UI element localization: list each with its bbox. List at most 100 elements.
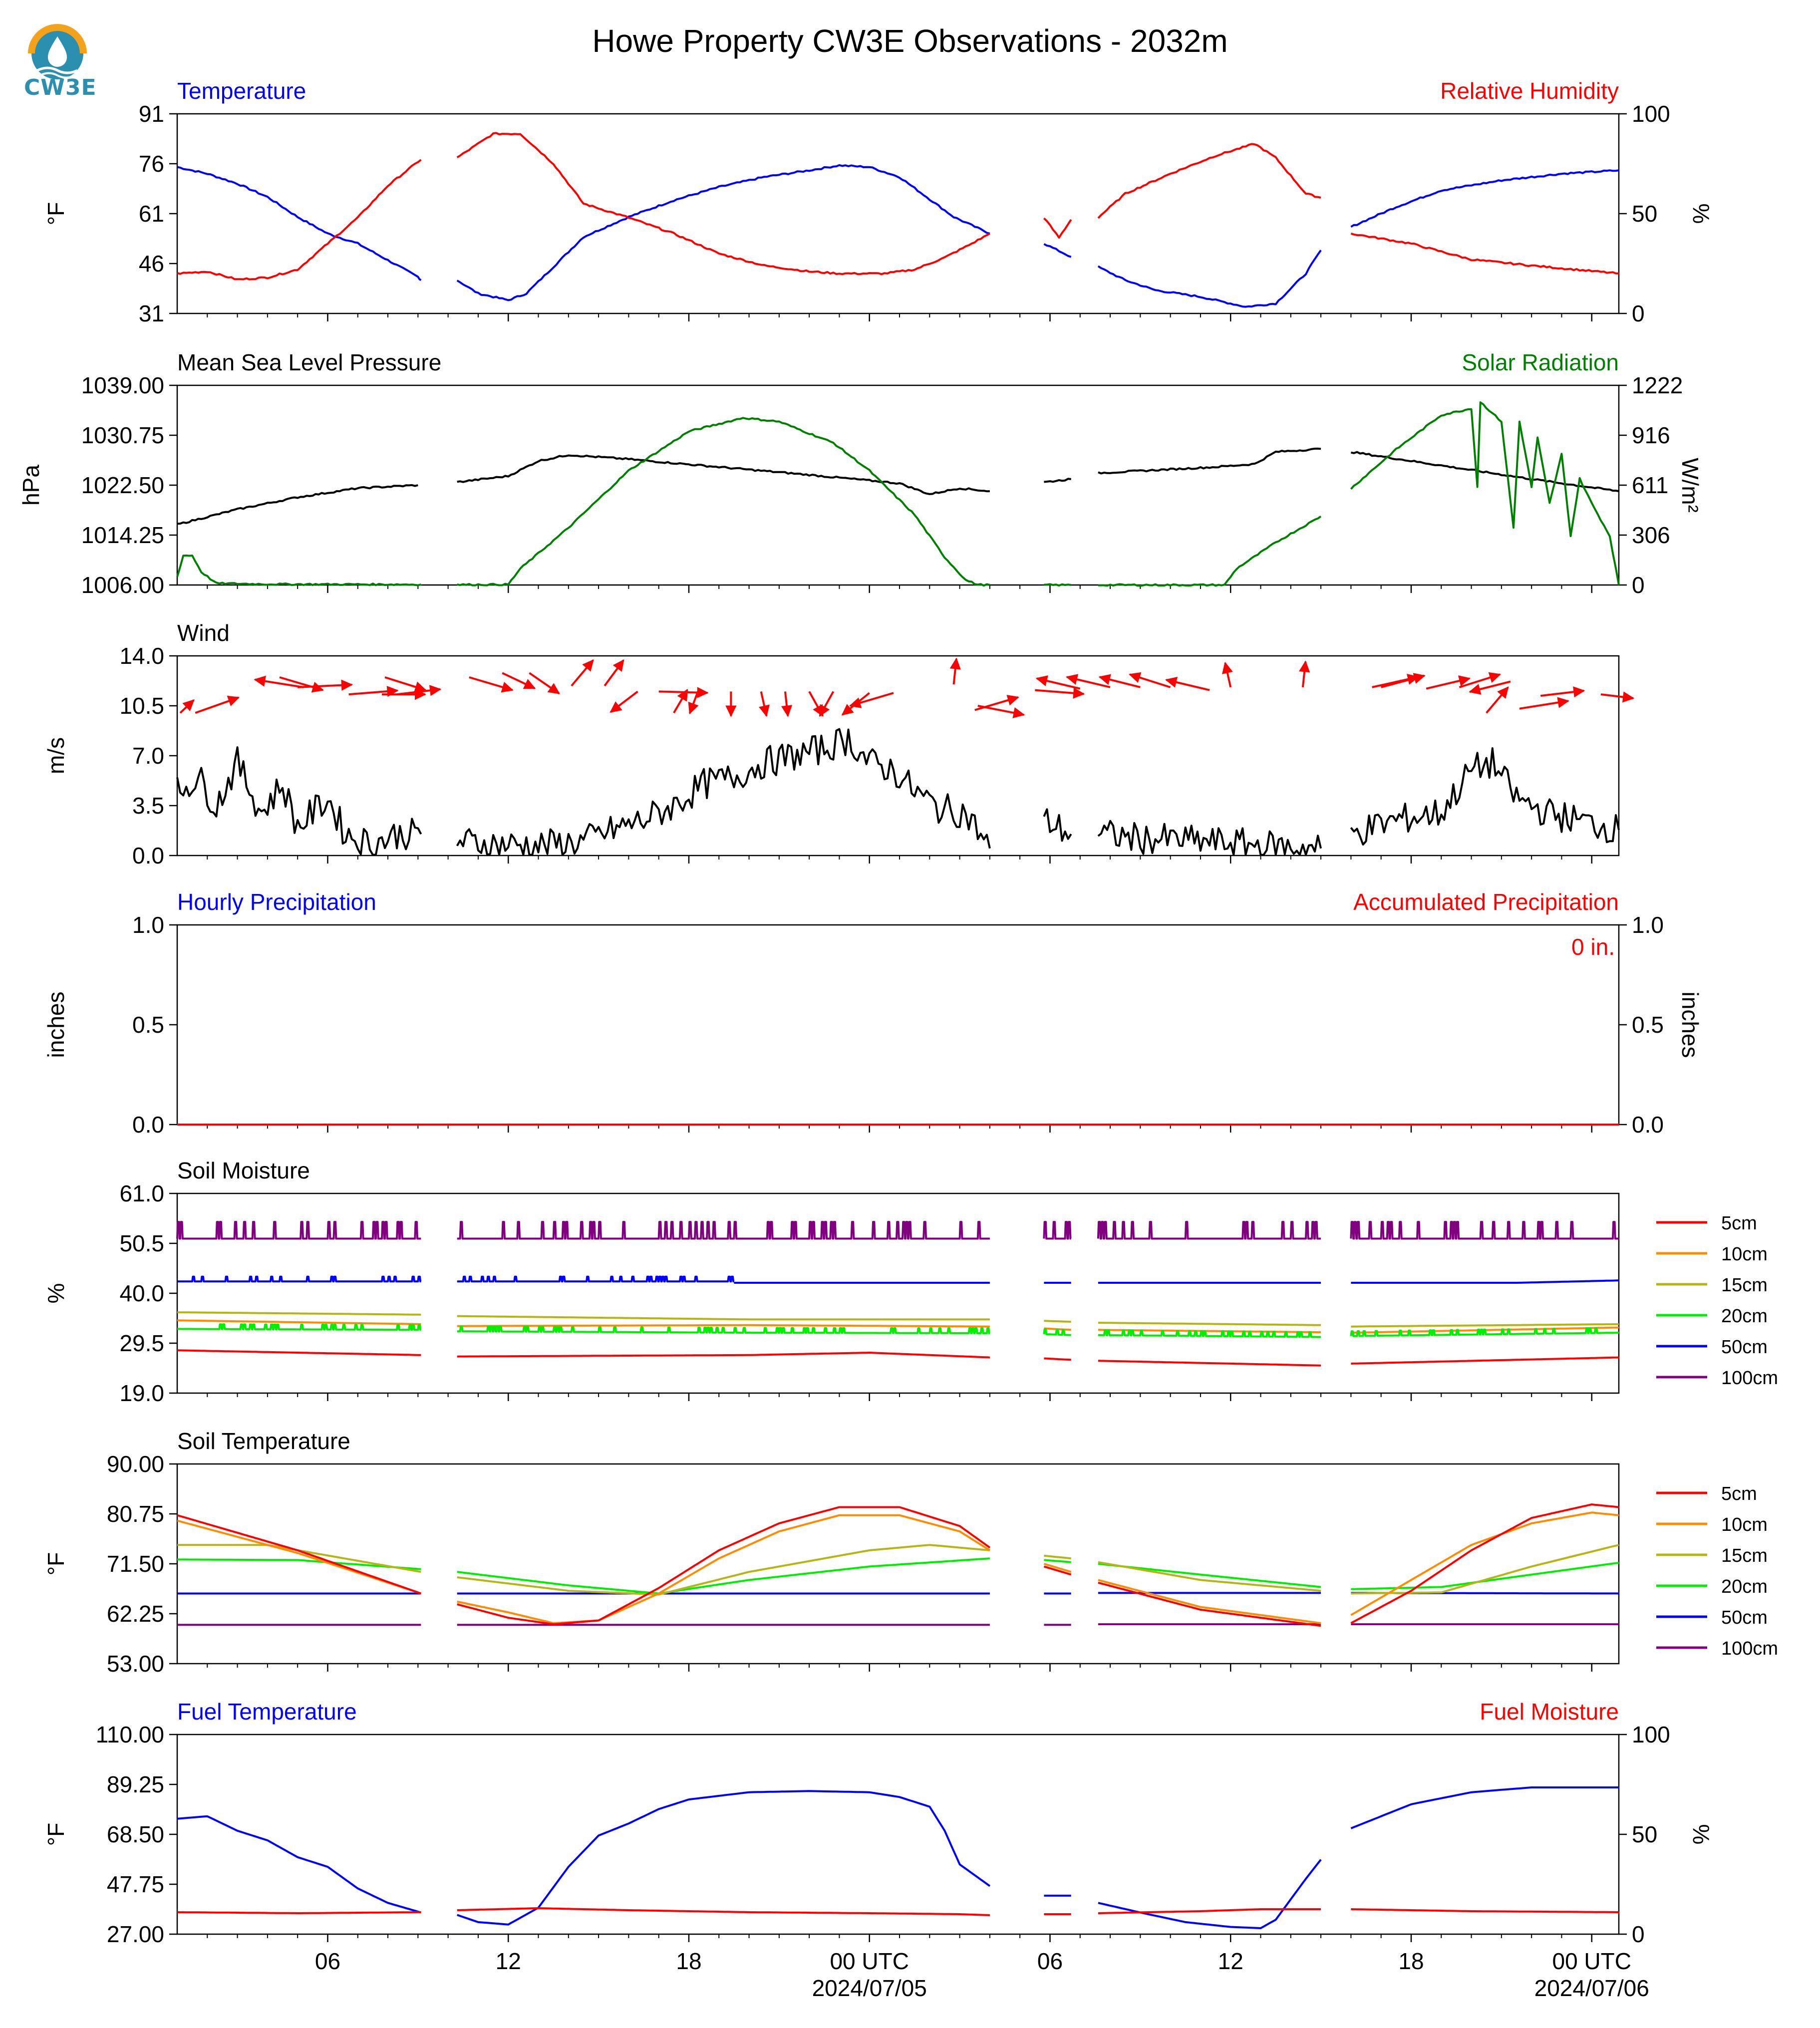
series-line-15cm-segment: [457, 1315, 990, 1321]
wind-arrow-head: [677, 689, 688, 702]
y-tick-label: 1022.50: [81, 472, 164, 498]
panel-title-left: Temperature: [177, 78, 306, 104]
wind-arrow-head: [949, 657, 961, 670]
series-line-100cm-segment: [457, 1221, 990, 1240]
wind-arrow-head: [254, 675, 266, 687]
wind-arrow-head: [697, 687, 709, 698]
panel-title-left: Hourly Precipitation: [177, 889, 376, 915]
y-tick-label: 46: [139, 251, 164, 277]
y-tick-label: 3.5: [132, 793, 164, 819]
series-line-left-segment: [1098, 1859, 1322, 1929]
x-tick-label: 18: [1398, 1948, 1424, 1974]
series-line-5cm-segment: [457, 1352, 990, 1359]
series-line-left-segment: [176, 746, 422, 856]
series-line-10cm-segment: [1043, 1563, 1072, 1573]
y-tick-label: 76: [139, 151, 164, 177]
y-axis-label: m/s: [43, 737, 69, 774]
legend-label: 50cm: [1721, 1607, 1768, 1628]
panel-temperature: [169, 113, 1627, 321]
series-line-10cm-segment: [457, 1514, 990, 1624]
legend-label: 100cm: [1721, 1368, 1778, 1389]
y2-tick-label: 611: [1632, 472, 1668, 498]
wind-arrow-head: [759, 704, 770, 717]
series-line-left-segment: [456, 164, 990, 301]
x-tick-label: 06: [315, 1948, 340, 1974]
y-tick-label: 14.0: [119, 643, 164, 669]
wind-arrow-head: [414, 681, 427, 692]
wind-arrow-head: [1488, 672, 1502, 683]
accumulation-annotation: 0 in.: [1571, 934, 1615, 960]
series-line-left-segment: [457, 454, 990, 495]
y-axis-label: hPa: [18, 465, 44, 506]
panel-title-right: Fuel Moisture: [1480, 1699, 1619, 1725]
y-tick-label: 0.0: [132, 1112, 164, 1138]
series-line-5cm-segment: [1351, 1356, 1619, 1365]
wind-arrow-head: [1469, 684, 1482, 695]
series-line-left-segment: [1044, 478, 1071, 483]
series-line-left-segment: [456, 728, 991, 856]
series-line-10cm-segment: [457, 1324, 990, 1328]
series-line-left-segment: [1097, 250, 1322, 308]
panel-title-right: Relative Humidity: [1440, 78, 1619, 104]
wind-arrow-head: [1413, 673, 1426, 684]
legend-label: 20cm: [1721, 1306, 1768, 1327]
series-line-5cm-segment: [177, 1514, 422, 1595]
series-line-right-segment: [1044, 583, 1071, 587]
series-line-50cm-segment: [457, 1275, 735, 1283]
series-line-20cm-segment: [457, 1557, 990, 1595]
series-line-right-segment: [177, 1911, 421, 1914]
y2-tick-label: 1222: [1632, 372, 1683, 398]
logo-text: CW3E: [24, 75, 97, 100]
wind-arrow-head: [609, 701, 622, 713]
y2-tick-label: 1.0: [1632, 912, 1664, 938]
panel-wind: [169, 655, 1635, 864]
y2-tick-label: 100: [1632, 1722, 1670, 1747]
y2-tick-label: 50: [1632, 1821, 1657, 1847]
y-tick-label: 27.00: [107, 1921, 164, 1947]
y-tick-label: 68.50: [107, 1821, 164, 1847]
wind-arrow-head: [1066, 674, 1079, 685]
y-tick-label: 7.0: [132, 743, 164, 769]
series-line-15cm-segment: [457, 1544, 990, 1596]
y-axis-label: °F: [43, 202, 69, 226]
y-tick-label: 1030.75: [81, 422, 164, 448]
series-line-10cm-segment: [1098, 1329, 1321, 1334]
y2-tick-label: 0: [1632, 1921, 1645, 1947]
series-line-10cm-segment: [177, 1519, 422, 1595]
series-line-100cm-segment: [1350, 1221, 1619, 1240]
wind-arrow-head: [725, 705, 737, 717]
y-tick-label: 80.75: [107, 1501, 164, 1527]
legend-label: 15cm: [1721, 1275, 1768, 1296]
y-tick-label: 19.0: [119, 1380, 164, 1406]
wind-arrow-head: [841, 704, 854, 716]
series-line-right-segment: [1098, 1908, 1321, 1914]
series-line-right-segment: [1097, 143, 1321, 219]
panel-fuel: [169, 1734, 1627, 1942]
series-line-10cm-segment: [177, 1319, 421, 1325]
series-line-left-segment: [1043, 808, 1072, 842]
legend-label: 10cm: [1721, 1514, 1768, 1535]
series-line-15cm-segment: [1351, 1544, 1619, 1595]
y2-axis-label: %: [1688, 204, 1714, 224]
x-tick-label: 06: [1037, 1948, 1063, 1974]
wind-arrow-head: [1129, 672, 1142, 683]
series-line-15cm-segment: [177, 1311, 421, 1316]
panel-title-right: Accumulated Precipitation: [1353, 889, 1619, 915]
wind-arrow-head: [1557, 697, 1569, 708]
panel-title-left: Soil Moisture: [177, 1158, 310, 1183]
series-line-5cm-segment: [1043, 1565, 1072, 1576]
y-tick-label: 1039.00: [81, 372, 164, 398]
series-line-5cm-segment: [1098, 1360, 1321, 1367]
wind-arrow-head: [1497, 686, 1509, 699]
panel-title-right: Solar Radiation: [1462, 349, 1619, 375]
y2-axis-label: inches: [1677, 992, 1703, 1058]
panel-precipitation: [169, 924, 1627, 1133]
panel-title-left: Fuel Temperature: [177, 1699, 357, 1725]
wind-arrow-head: [429, 685, 442, 696]
series-line-right-segment: [1350, 401, 1620, 585]
series-line-left-segment: [1350, 747, 1620, 846]
series-line-left-segment: [177, 166, 422, 282]
y-tick-label: 90.00: [107, 1451, 164, 1477]
series-line-15cm-segment: [1044, 1554, 1071, 1560]
y2-tick-label: 0: [1632, 572, 1645, 598]
